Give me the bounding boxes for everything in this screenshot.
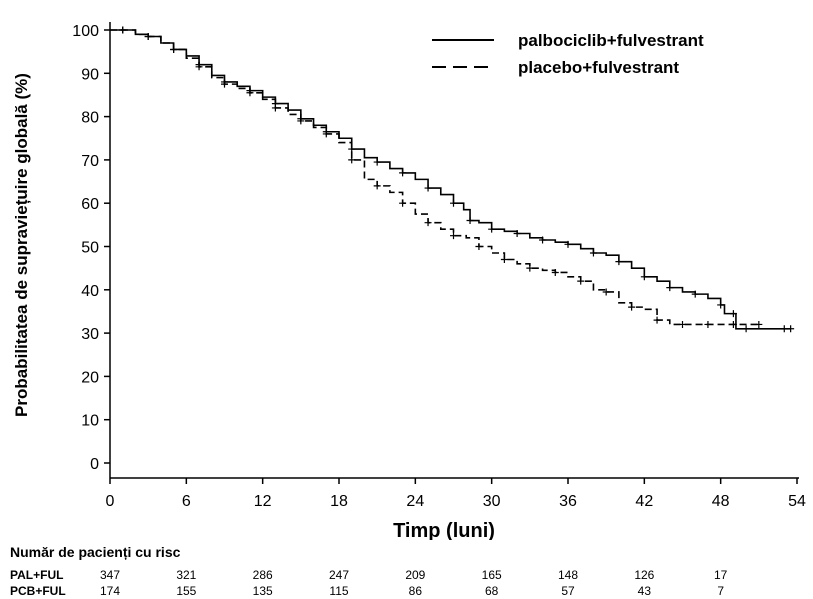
censor-mark — [221, 80, 228, 88]
risk-cell: 209 — [405, 568, 426, 582]
series-line-placebo — [110, 29, 759, 326]
censor-mark — [539, 236, 547, 244]
censor-mark — [589, 249, 597, 257]
risk-cell: 286 — [252, 568, 273, 582]
x-tick-label: 30 — [483, 493, 501, 510]
censor-mark — [488, 225, 496, 233]
censor-mark — [297, 117, 305, 125]
risk-cell: 321 — [176, 568, 197, 582]
x-tick-label: 54 — [788, 493, 806, 510]
censor-mark — [717, 301, 725, 309]
x-axis-title: Timp (luni) — [393, 520, 495, 540]
censor-mark — [729, 310, 737, 318]
y-tick-label: 40 — [81, 283, 99, 300]
censor-mark — [450, 232, 457, 240]
censor-mark — [500, 255, 508, 263]
risk-cell: 347 — [99, 568, 121, 582]
y-tick-label: 100 — [72, 23, 99, 40]
censor-mark — [729, 320, 737, 328]
y-tick-label: 60 — [81, 196, 99, 213]
risk-cell: 43 — [637, 584, 651, 598]
legend-label: placebo+fulvestrant — [518, 58, 679, 77]
censor-mark — [424, 219, 432, 227]
y-tick-label: 90 — [81, 66, 99, 83]
y-tick-label: 30 — [81, 326, 99, 343]
censor-mark — [679, 320, 686, 328]
y-tick-label: 80 — [81, 110, 99, 127]
risk-cell: 57 — [561, 584, 575, 598]
chart-axes: 0 10 20 30 40 50 60 70 80 90 100 0 6 12 18 24 30 36 42 48 54 — [72, 22, 806, 510]
risk-cell: 165 — [481, 568, 502, 582]
risk-cell: 174 — [99, 584, 121, 598]
censor-mark — [602, 288, 610, 296]
censor-mark — [628, 303, 636, 311]
risk-table-title: Număr de pacienți cu risc — [10, 544, 181, 560]
censor-mark — [271, 104, 279, 112]
censor-mark — [755, 320, 763, 328]
censor-mark — [170, 45, 178, 53]
risk-row-label: PAL+FUL — [10, 568, 64, 582]
censor-mark — [424, 184, 432, 192]
x-tick-label: 6 — [182, 493, 191, 510]
x-tick-label: 42 — [635, 493, 653, 510]
x-tick-label: 18 — [330, 493, 348, 510]
x-tick-label: 12 — [254, 493, 272, 510]
legend-label: palbociclib+fulvestrant — [518, 31, 704, 50]
chart-legend: palbociclib+fulvestrant placebo+fulvestra… — [432, 31, 704, 77]
censor-mark — [450, 199, 457, 207]
censor-mark — [653, 316, 661, 324]
y-axis-title: Probabilitatea de supraviețuire globală … — [12, 73, 31, 417]
y-tick-label: 70 — [81, 153, 99, 170]
x-tick-label: 24 — [406, 493, 424, 510]
censor-mark — [780, 325, 788, 333]
censor-mark — [195, 63, 203, 71]
risk-cell: 247 — [328, 568, 350, 582]
censor-mark — [322, 130, 330, 138]
y-tick-label: 20 — [81, 369, 99, 386]
censor-mark — [373, 158, 381, 166]
risk-cell: 135 — [252, 584, 273, 598]
censor-mark — [577, 277, 585, 285]
survival-chart: 0 10 20 30 40 50 60 70 80 90 100 0 6 12 18 24 30 36 42 48 54… — [12, 22, 806, 540]
censor-mark — [348, 156, 356, 164]
risk-row-label: PCB+FUL — [10, 584, 66, 598]
risk-cell: 17 — [713, 568, 728, 582]
censor-mark — [615, 258, 623, 266]
x-tick-label: 48 — [712, 493, 730, 510]
censor-mark — [551, 268, 559, 276]
x-tick-label: 36 — [559, 493, 577, 510]
censor-mark — [691, 290, 699, 298]
risk-cell: 126 — [634, 568, 655, 582]
censor-mark — [564, 240, 572, 248]
censor-mark — [144, 32, 152, 40]
risk-cell: 148 — [557, 568, 579, 582]
censor-mark — [119, 26, 127, 34]
censor-mark — [475, 243, 483, 250]
y-tick-label: 0 — [90, 456, 99, 473]
censor-mark — [640, 273, 648, 281]
x-tick-label: 0 — [106, 493, 115, 510]
censor-mark — [666, 284, 674, 292]
censor-mark — [526, 264, 534, 272]
risk-cell: 115 — [329, 584, 349, 598]
censor-mark — [399, 169, 407, 177]
censor-mark — [399, 199, 407, 207]
censor-mark — [246, 89, 254, 97]
censor-mark — [513, 230, 521, 238]
y-tick-label: 50 — [81, 240, 99, 257]
series-layer — [110, 26, 795, 333]
risk-cell: 7 — [717, 584, 724, 598]
risk-cell: 86 — [408, 584, 422, 598]
risk-cell: 155 — [176, 584, 197, 598]
censor-mark — [787, 325, 795, 333]
censor-mark — [742, 325, 750, 333]
censor-mark — [373, 182, 381, 190]
censor-mark — [704, 320, 712, 328]
y-tick-label: 10 — [81, 413, 99, 430]
risk-cell: 68 — [484, 584, 499, 598]
censor-mark — [466, 217, 474, 225]
